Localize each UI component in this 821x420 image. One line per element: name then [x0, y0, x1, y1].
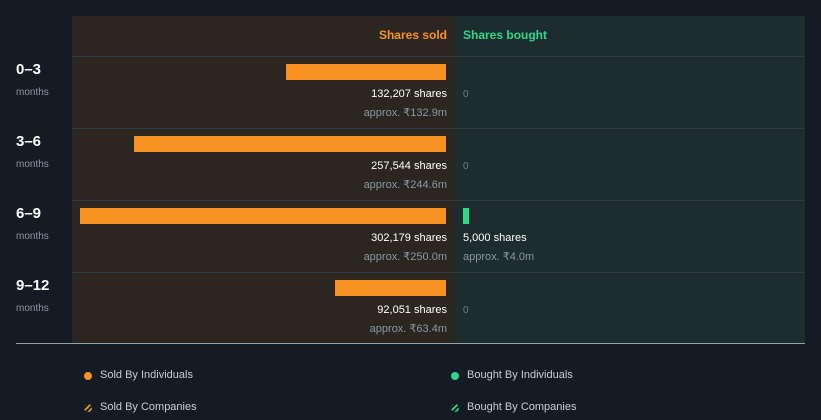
bought-bar — [463, 208, 469, 224]
sold-value-label: approx. ₹250.0m — [363, 251, 447, 263]
sold-shares-label: 92,051 shares — [377, 304, 447, 316]
period-label: 0–3 — [16, 61, 42, 78]
bought-by-companies-hatched-swatch — [451, 404, 459, 412]
bought-value-label: approx. ₹4.0m — [463, 251, 535, 263]
sold-shares-label: 132,207 shares — [371, 88, 447, 100]
bought-zero-label: 0 — [463, 161, 469, 172]
period-unit-label: months — [16, 159, 49, 170]
chart-baseline — [16, 343, 805, 344]
bought-zero-label: 0 — [463, 305, 469, 316]
period-label: 9–12 — [16, 277, 50, 294]
bought-panel — [455, 16, 805, 343]
sold-shares-label: 257,544 shares — [371, 160, 447, 172]
sold-by-individuals-swatch — [84, 372, 92, 380]
legend-label: Bought By Individuals — [467, 369, 573, 381]
sold-by-companies-hatched-swatch — [84, 404, 92, 412]
period-label: 6–9 — [16, 205, 42, 222]
sold-value-label: approx. ₹132.9m — [363, 107, 447, 119]
sold-bar — [285, 64, 446, 80]
period-unit-label: months — [16, 303, 49, 314]
legend-label: Bought By Companies — [467, 401, 577, 413]
period-label: 3–6 — [16, 133, 42, 150]
bought-by-individuals-swatch — [451, 372, 459, 380]
sold-shares-label: 302,179 shares — [371, 232, 447, 244]
period-unit-label: months — [16, 231, 49, 242]
sold-value-label: approx. ₹63.4m — [369, 323, 447, 335]
sold-bar — [80, 208, 446, 224]
sold-bar — [334, 280, 446, 296]
bought-shares-label: 5,000 shares — [463, 232, 527, 244]
bought-zero-label: 0 — [463, 89, 469, 100]
shares-sold-header: Shares sold — [378, 28, 447, 42]
sold-bar — [134, 136, 446, 152]
row-divider — [72, 128, 805, 129]
shares-bought-header: Shares bought — [463, 28, 548, 42]
row-divider — [72, 200, 805, 201]
legend-label: Sold By Companies — [100, 401, 197, 413]
row-divider — [72, 272, 805, 273]
row-divider — [72, 56, 805, 57]
legend-label: Sold By Individuals — [100, 369, 193, 381]
sold-value-label: approx. ₹244.6m — [363, 179, 447, 191]
period-unit-label: months — [16, 87, 49, 98]
